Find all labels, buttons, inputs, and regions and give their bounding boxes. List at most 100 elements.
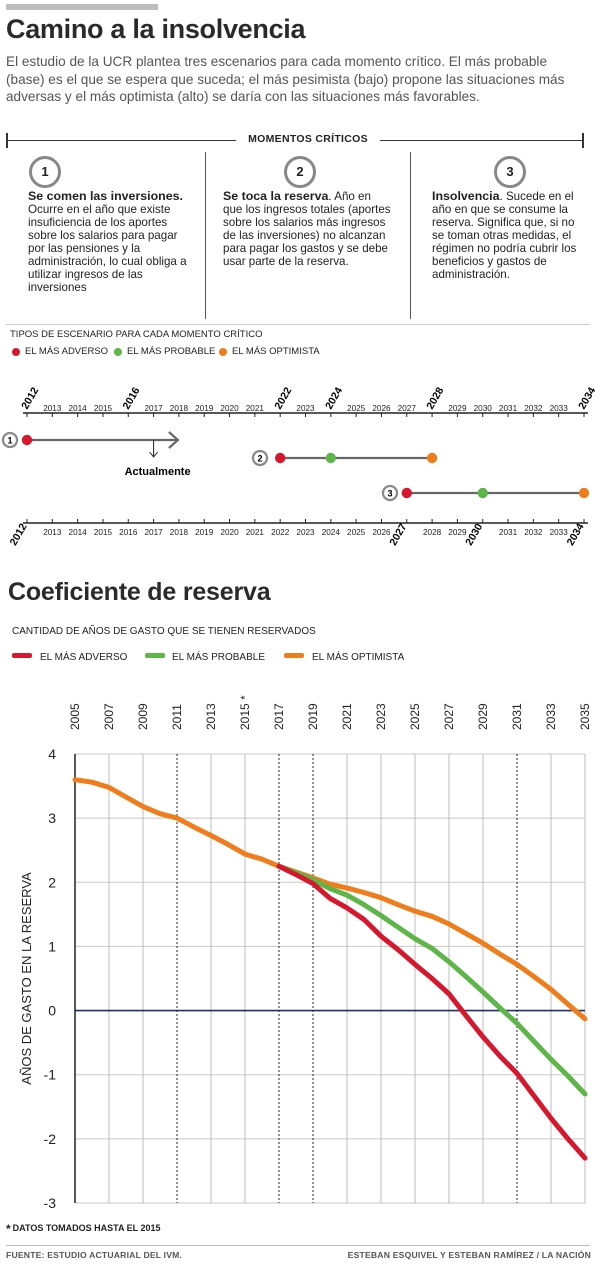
column-divider <box>205 152 206 319</box>
top-year-label: 2031 <box>499 404 518 413</box>
moment-2-description: Se toca la reserva. Año en que los ingre… <box>223 189 391 269</box>
y-axis-label: AÑOS DE GASTO EN LA RESERVA <box>19 872 34 1085</box>
section-rule-left <box>6 140 236 141</box>
top-year-label: 2016 <box>120 385 142 411</box>
section-rule-right-tick <box>582 133 584 148</box>
x-tick-label: 2005 <box>68 703 82 730</box>
x-tick-label: 2027 <box>442 703 456 730</box>
x-tick-label: 2023 <box>374 703 388 730</box>
top-year-label: 2022 <box>272 385 294 411</box>
x-tick-label: 2031 <box>510 703 524 730</box>
moment-1-adverso-point <box>21 434 33 446</box>
moments-title: MOMENTOS CRÍTICOS <box>248 133 368 145</box>
moment-3-marker-number: 3 <box>387 489 392 499</box>
moment-2-text: . Año en que los ingresos totales (aport… <box>223 190 391 268</box>
moment-2-marker <box>251 449 269 467</box>
divider <box>6 324 590 325</box>
footnote-text: DATOS TOMADOS HASTA EL 2015 <box>12 1223 161 1233</box>
top-year-label: 2012 <box>19 385 41 411</box>
x-tick-label: 2015 * <box>238 695 252 730</box>
moment-1-marker <box>1 431 19 449</box>
y-tick-label: 3 <box>48 810 56 826</box>
moment-1-marker-number: 1 <box>7 436 12 446</box>
x-tick-label: 2007 <box>102 703 116 730</box>
legend-line-probable <box>145 653 165 658</box>
bottom-year-label: 2018 <box>170 528 189 537</box>
moment-1-heading: Se comen las inversiones. <box>28 189 183 203</box>
top-year-label: 2020 <box>220 404 239 413</box>
bottom-year-label: 2027 <box>387 521 409 547</box>
timeline-chart: 2012201220132013201420142015201520162016… <box>1 385 595 548</box>
moment-3-probable-point <box>477 487 488 499</box>
x-tick-label: 2025 <box>408 703 422 730</box>
legend-dot-optimista <box>219 348 227 356</box>
bottom-year-label: 2023 <box>296 528 315 537</box>
top-year-label: 2023 <box>296 404 315 413</box>
bottom-year-label: 2021 <box>246 528 265 537</box>
y-tick-label: 2 <box>48 874 56 890</box>
x-tick-label: 2011 <box>170 704 184 730</box>
series-line-el-m-s-optimista <box>72 777 588 1022</box>
current-year-pointer-head <box>149 451 158 458</box>
x-tick-label: 2019 <box>306 703 320 730</box>
x-tick-label: 2017 <box>272 703 286 730</box>
x-tick-label: 2035 <box>578 703 592 730</box>
moment-2-probable-point <box>325 452 337 464</box>
bottom-year-label: 2014 <box>69 528 88 537</box>
bottom-year-label: 2017 <box>144 528 163 537</box>
legend-label-optimista: EL MÁS OPTIMISTA <box>232 346 320 357</box>
bottom-year-label: 2012 <box>8 521 30 547</box>
bottom-year-label: 2030 <box>463 521 485 547</box>
moment-2-number: 2 <box>284 156 316 188</box>
scenario-legend-title: TIPOS DE ESCENARIO PARA CADA MOMENTO CRÍ… <box>10 329 263 340</box>
series-line-el-m-s-probable <box>276 863 588 1097</box>
column-divider <box>410 152 411 319</box>
source-credit: FUENTE: ESTUDIO ACTUARIAL DEL IVM. <box>6 1250 183 1260</box>
bottom-year-label: 2016 <box>119 528 138 537</box>
moment-2-heading: Se toca la reserva <box>223 189 329 203</box>
y-tick-label: -2 <box>44 1131 57 1147</box>
legend-line-optimista <box>284 653 304 658</box>
author-credit: ESTEBAN ESQUIVEL Y ESTEBAN RAMÍREZ / LA … <box>347 1250 591 1260</box>
top-year-label: 2034 <box>576 385 595 411</box>
y-tick-label: -3 <box>44 1195 57 1211</box>
top-year-label: 2033 <box>550 404 569 413</box>
reserve-line-chart: 4 3 2 1 0 -1 -2 -3 2005 2007 2009 2011 2013 2015 * 201… <box>19 695 592 1211</box>
moment-3-text: . Sucede en el año en que se consume la … <box>432 190 577 281</box>
bottom-year-label: 2028 <box>423 528 442 537</box>
top-year-label: 2017 <box>144 404 163 413</box>
top-year-label: 2019 <box>195 404 214 413</box>
moment-3-description: Insolvencia. Sucede en el año en que se … <box>432 189 584 282</box>
bottom-year-label: 2033 <box>550 528 569 537</box>
moment-1-description: Se comen las inversiones. Ocurre en el a… <box>28 189 196 295</box>
footnote-asterisk: * <box>6 1222 11 1236</box>
y-tick-label: 0 <box>48 1003 56 1019</box>
reserve-title: Coeficiente de reserva <box>8 578 271 606</box>
bottom-year-label: 2015 <box>94 528 113 537</box>
x-tick-label: 2021 <box>340 703 354 730</box>
y-tick-label: -1 <box>44 1067 57 1083</box>
top-year-label: 2018 <box>170 404 189 413</box>
bottom-year-label: 2026 <box>372 528 391 537</box>
moment-2-optimista-point <box>426 452 438 464</box>
top-year-label: 2024 <box>323 385 345 411</box>
top-year-label: 2029 <box>448 404 467 413</box>
top-year-label: 2025 <box>347 404 366 413</box>
bottom-year-label: 2029 <box>448 528 467 537</box>
moment-3-number: 3 <box>494 156 526 188</box>
moment-1-text: Ocurre en el año que existe insuficienci… <box>28 203 187 294</box>
top-year-label: 2014 <box>69 404 88 413</box>
bottom-year-label: 2031 <box>499 528 518 537</box>
legend-label-probable: EL MÁS PROBABLE <box>172 652 265 663</box>
intro-paragraph: El estudio de la UCR plantea tres escena… <box>6 54 565 104</box>
footer-divider <box>6 1245 590 1246</box>
moment-1-arrow-head <box>168 431 180 449</box>
legend-label-probable: EL MÁS PROBABLE <box>127 346 216 357</box>
moment-3-heading: Insolvencia <box>432 189 500 203</box>
top-year-label: 2021 <box>246 404 265 413</box>
current-year-annotation: Actualmente <box>125 466 191 478</box>
bottom-year-label: 2025 <box>347 528 366 537</box>
moment-2-adverso-point <box>274 452 286 464</box>
top-year-label: 2027 <box>398 404 417 413</box>
legend-label-adverso: EL MÁS ADVERSO <box>40 652 128 663</box>
